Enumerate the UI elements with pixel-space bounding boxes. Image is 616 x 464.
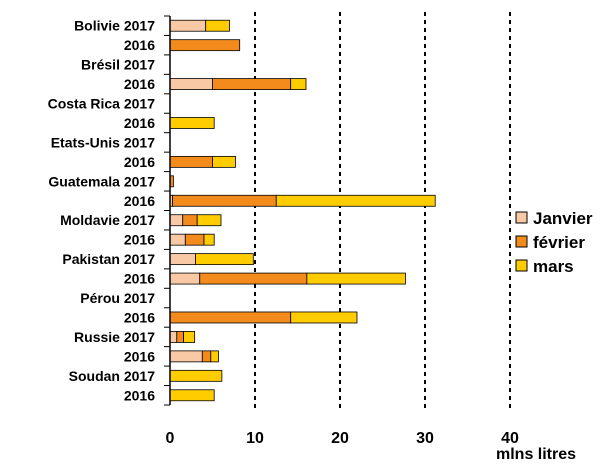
bar-2-4 <box>212 78 292 90</box>
bar-3-17 <box>183 331 196 343</box>
category-label-15: Pérou 2017 <box>80 290 155 306</box>
x-tick-labels: 0 10 20 30 40 <box>166 430 519 447</box>
bar-3-16 <box>290 311 358 324</box>
bar-2-16 <box>169 311 292 324</box>
bar-2-10 <box>172 194 277 207</box>
category-label-16: 2016 <box>124 309 155 325</box>
legend: Janvier février mars <box>515 209 593 276</box>
legend-swatch-3 <box>515 259 528 272</box>
category-label-9: Guatemala 2017 <box>48 173 155 189</box>
bar-3-8 <box>212 155 236 168</box>
bar-3-11 <box>196 214 222 227</box>
category-label-1: Bolivie 2017 <box>74 18 155 34</box>
x-tick-label-40: 40 <box>501 430 519 447</box>
bar-1-18 <box>169 350 203 363</box>
bar-3-12 <box>203 233 215 246</box>
x-tick-label-10: 10 <box>246 430 264 447</box>
bar-3-10 <box>275 194 436 207</box>
bar-2-12 <box>184 233 205 246</box>
bar-3-1 <box>205 19 230 32</box>
x-tick-label-0: 0 <box>166 430 175 447</box>
bar-2-2 <box>169 39 241 52</box>
bar-2-17 <box>176 331 185 343</box>
legend-label-2: février <box>533 233 585 252</box>
bar-1-17 <box>169 331 178 343</box>
category-label-3: Brésil 2017 <box>81 57 155 73</box>
x-axis-title: mlns litres <box>496 446 576 463</box>
category-label-12: 2016 <box>124 232 155 248</box>
legend-swatch-1 <box>515 211 528 224</box>
bar-3-13 <box>195 253 254 266</box>
x-tick-label-30: 30 <box>416 430 434 447</box>
bar-1-1 <box>169 19 207 32</box>
category-label-20: 2016 <box>124 387 155 403</box>
bar-1-12 <box>169 233 186 246</box>
category-label-13: Pakistan 2017 <box>62 251 155 267</box>
category-label-5: Costa Rica 2017 <box>48 96 156 112</box>
bar-3-20 <box>169 389 215 402</box>
bar-2-11 <box>182 214 198 227</box>
category-label-18: 2016 <box>124 348 155 364</box>
category-labels: Bolivie 2017 2016 Brésil 2017 2016 Costa Ric… <box>48 18 156 404</box>
x-tick-label-20: 20 <box>331 430 349 447</box>
legend-label-1: Janvier <box>533 209 593 228</box>
category-label-10: 2016 <box>124 193 155 209</box>
bar-3-14 <box>306 272 406 285</box>
bar-3-6 <box>169 117 215 129</box>
bars <box>169 19 436 402</box>
gridlines <box>254 12 511 410</box>
bar-2-18 <box>201 350 212 363</box>
category-label-2: 2016 <box>124 37 155 53</box>
bar-1-13 <box>169 253 196 266</box>
legend-swatch-2 <box>515 235 528 248</box>
legend-label-3: mars <box>533 257 574 276</box>
bar-2-14 <box>199 272 308 285</box>
bar-3-18 <box>210 350 219 363</box>
y-axis <box>164 15 171 406</box>
bar-1-4 <box>169 78 213 90</box>
category-label-14: 2016 <box>124 271 155 287</box>
category-label-19: Soudan 2017 <box>69 368 156 384</box>
category-label-7: Etats-Unis 2017 <box>51 134 155 150</box>
category-label-6: 2016 <box>124 115 155 131</box>
bar-2-8 <box>169 155 213 168</box>
bar-1-14 <box>169 272 201 285</box>
category-label-11: Moldavie 2017 <box>60 212 155 228</box>
category-label-4: 2016 <box>124 76 155 92</box>
bar-1-11 <box>169 214 184 227</box>
category-label-17: Russie 2017 <box>74 329 155 345</box>
bar-3-19 <box>169 369 223 382</box>
category-label-8: 2016 <box>124 154 155 170</box>
bar-3-4 <box>290 78 307 90</box>
